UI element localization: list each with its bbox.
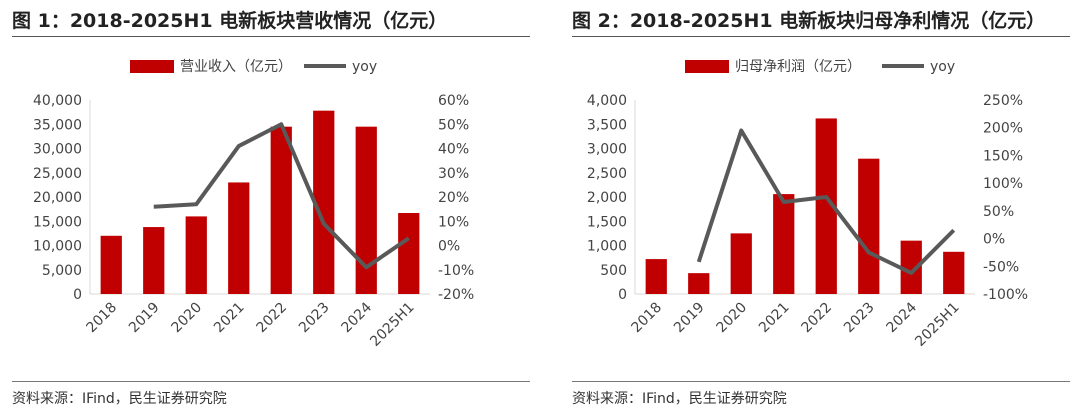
bar — [185, 216, 207, 294]
left-axis-tick-label: 15,000 — [33, 214, 82, 230]
bar — [100, 235, 122, 294]
bar — [858, 158, 880, 294]
left-axis-tick-label: 30,000 — [33, 142, 82, 158]
bar — [645, 259, 667, 294]
right-axis-tick-label: 50% — [438, 117, 469, 133]
chart-panel-net-profit: 图 2：2018-2025H1 电新板块归母净利情况（亿元） 归母净利润（亿元）… — [560, 0, 1080, 415]
x-axis-tick-label: 2023 — [296, 300, 333, 337]
right-axis-tick-label: 150% — [983, 148, 1023, 164]
right-axis-tick-label: 40% — [438, 142, 469, 158]
right-axis-tick-label: -10% — [438, 263, 474, 279]
x-axis-tick-label: 2024 — [884, 299, 921, 336]
bar — [900, 240, 922, 294]
left-axis-tick-label: 1,500 — [587, 214, 627, 230]
left-axis-tick-label: 35,000 — [33, 117, 82, 133]
left-axis-tick-label: 0 — [618, 287, 627, 303]
source-note: 资料来源：IFind，民生证券研究院 — [572, 391, 787, 407]
right-axis-tick-label: 200% — [983, 121, 1023, 137]
x-axis-tick-label: 2025H1 — [912, 300, 962, 350]
chart-title: 图 1：2018-2025H1 电新板块营收情况（亿元） — [12, 10, 448, 32]
left-axis-tick-label: 0 — [73, 287, 82, 303]
legend-bar-label: 营业收入（亿元） — [180, 59, 292, 75]
right-axis-tick-label: -50% — [983, 259, 1019, 275]
x-axis-tick-label: 2020 — [169, 300, 206, 337]
x-axis-tick-label: 2022 — [799, 300, 836, 337]
legend-bar-swatch — [685, 60, 729, 73]
left-axis-tick-label: 500 — [600, 263, 627, 279]
legend-bar-label: 归母净利润（亿元） — [735, 58, 861, 75]
x-axis-tick-label: 2025H1 — [367, 300, 417, 350]
x-axis-tick-label: 2020 — [714, 300, 751, 337]
right-axis-tick-label: 10% — [438, 214, 469, 230]
right-axis-tick-label: 100% — [983, 176, 1023, 192]
x-axis-tick-label: 2023 — [841, 300, 878, 337]
left-axis-tick-label: 40,000 — [33, 93, 82, 109]
bar — [270, 126, 292, 294]
left-axis-tick-label: 5,000 — [42, 263, 82, 279]
title-divider — [12, 36, 530, 37]
bar — [355, 126, 377, 294]
bar — [730, 233, 752, 294]
right-axis-tick-label: 0% — [983, 232, 1005, 248]
left-axis-tick-label: 25,000 — [33, 166, 82, 182]
net-profit-chart: 归母净利润（亿元） yoy 0 500 1,000 1,500 2,000 2,500 3,00… — [587, 58, 1028, 350]
left-axis-tick-label: 4,000 — [587, 93, 627, 109]
legend-line-label: yoy — [352, 59, 377, 75]
right-axis-tick-label: -100% — [983, 287, 1028, 303]
x-axis-tick-label: 2019 — [126, 300, 163, 337]
chart-title: 图 2：2018-2025H1 电新板块归母净利情况（亿元） — [572, 10, 1046, 32]
right-axis-tick-label: 20% — [438, 190, 469, 206]
left-axis-tick-label: 20,000 — [33, 190, 82, 206]
bar — [688, 273, 710, 294]
yoy-line — [153, 122, 410, 270]
x-axis-tick-label: 2022 — [254, 300, 291, 337]
right-axis-tick-label: 50% — [983, 204, 1014, 220]
x-axis-tick-label: 2018 — [84, 300, 121, 337]
left-axis-tick-label: 2,500 — [587, 166, 627, 182]
left-axis-tick-label: 2,000 — [587, 190, 627, 206]
right-axis-tick-label: -20% — [438, 287, 474, 303]
right-axis-tick-label: 250% — [983, 93, 1023, 109]
title-divider — [572, 36, 1070, 37]
left-axis-tick-label: 3,000 — [587, 142, 627, 158]
x-axis-tick-label: 2024 — [339, 299, 376, 336]
x-axis-tick-label: 2018 — [629, 300, 666, 337]
x-axis-tick-label: 2019 — [671, 300, 708, 337]
bar — [398, 213, 420, 294]
source-divider — [12, 381, 530, 382]
bar — [313, 110, 335, 294]
right-axis-tick-label: 30% — [438, 166, 469, 182]
bar — [143, 227, 165, 294]
x-axis-tick-label: 2021 — [211, 300, 248, 337]
legend-line-label: yoy — [930, 59, 955, 75]
x-axis-tick-label: 2021 — [756, 300, 793, 337]
left-axis-tick-label: 1,000 — [587, 239, 627, 255]
yoy-line — [696, 128, 956, 275]
left-axis-tick-label: 10,000 — [33, 239, 82, 255]
bar — [943, 251, 965, 294]
right-axis-tick-label: 0% — [438, 239, 460, 255]
left-axis-tick-label: 3,500 — [587, 117, 627, 133]
source-divider — [572, 381, 1070, 382]
source-note: 资料来源：IFind，民生证券研究院 — [12, 391, 227, 407]
bar — [228, 182, 250, 294]
legend-bar-swatch — [130, 60, 174, 73]
bar — [773, 194, 795, 294]
revenue-chart: 营业收入（亿元） yoy 0 5,000 10,000 15,000 20,000 25,00… — [33, 59, 474, 350]
right-axis-tick-label: 60% — [438, 93, 469, 109]
chart-panel-revenue: 图 1：2018-2025H1 电新板块营收情况（亿元） 营业收入（亿元） yoy… — [12, 10, 530, 407]
bar — [815, 118, 837, 295]
